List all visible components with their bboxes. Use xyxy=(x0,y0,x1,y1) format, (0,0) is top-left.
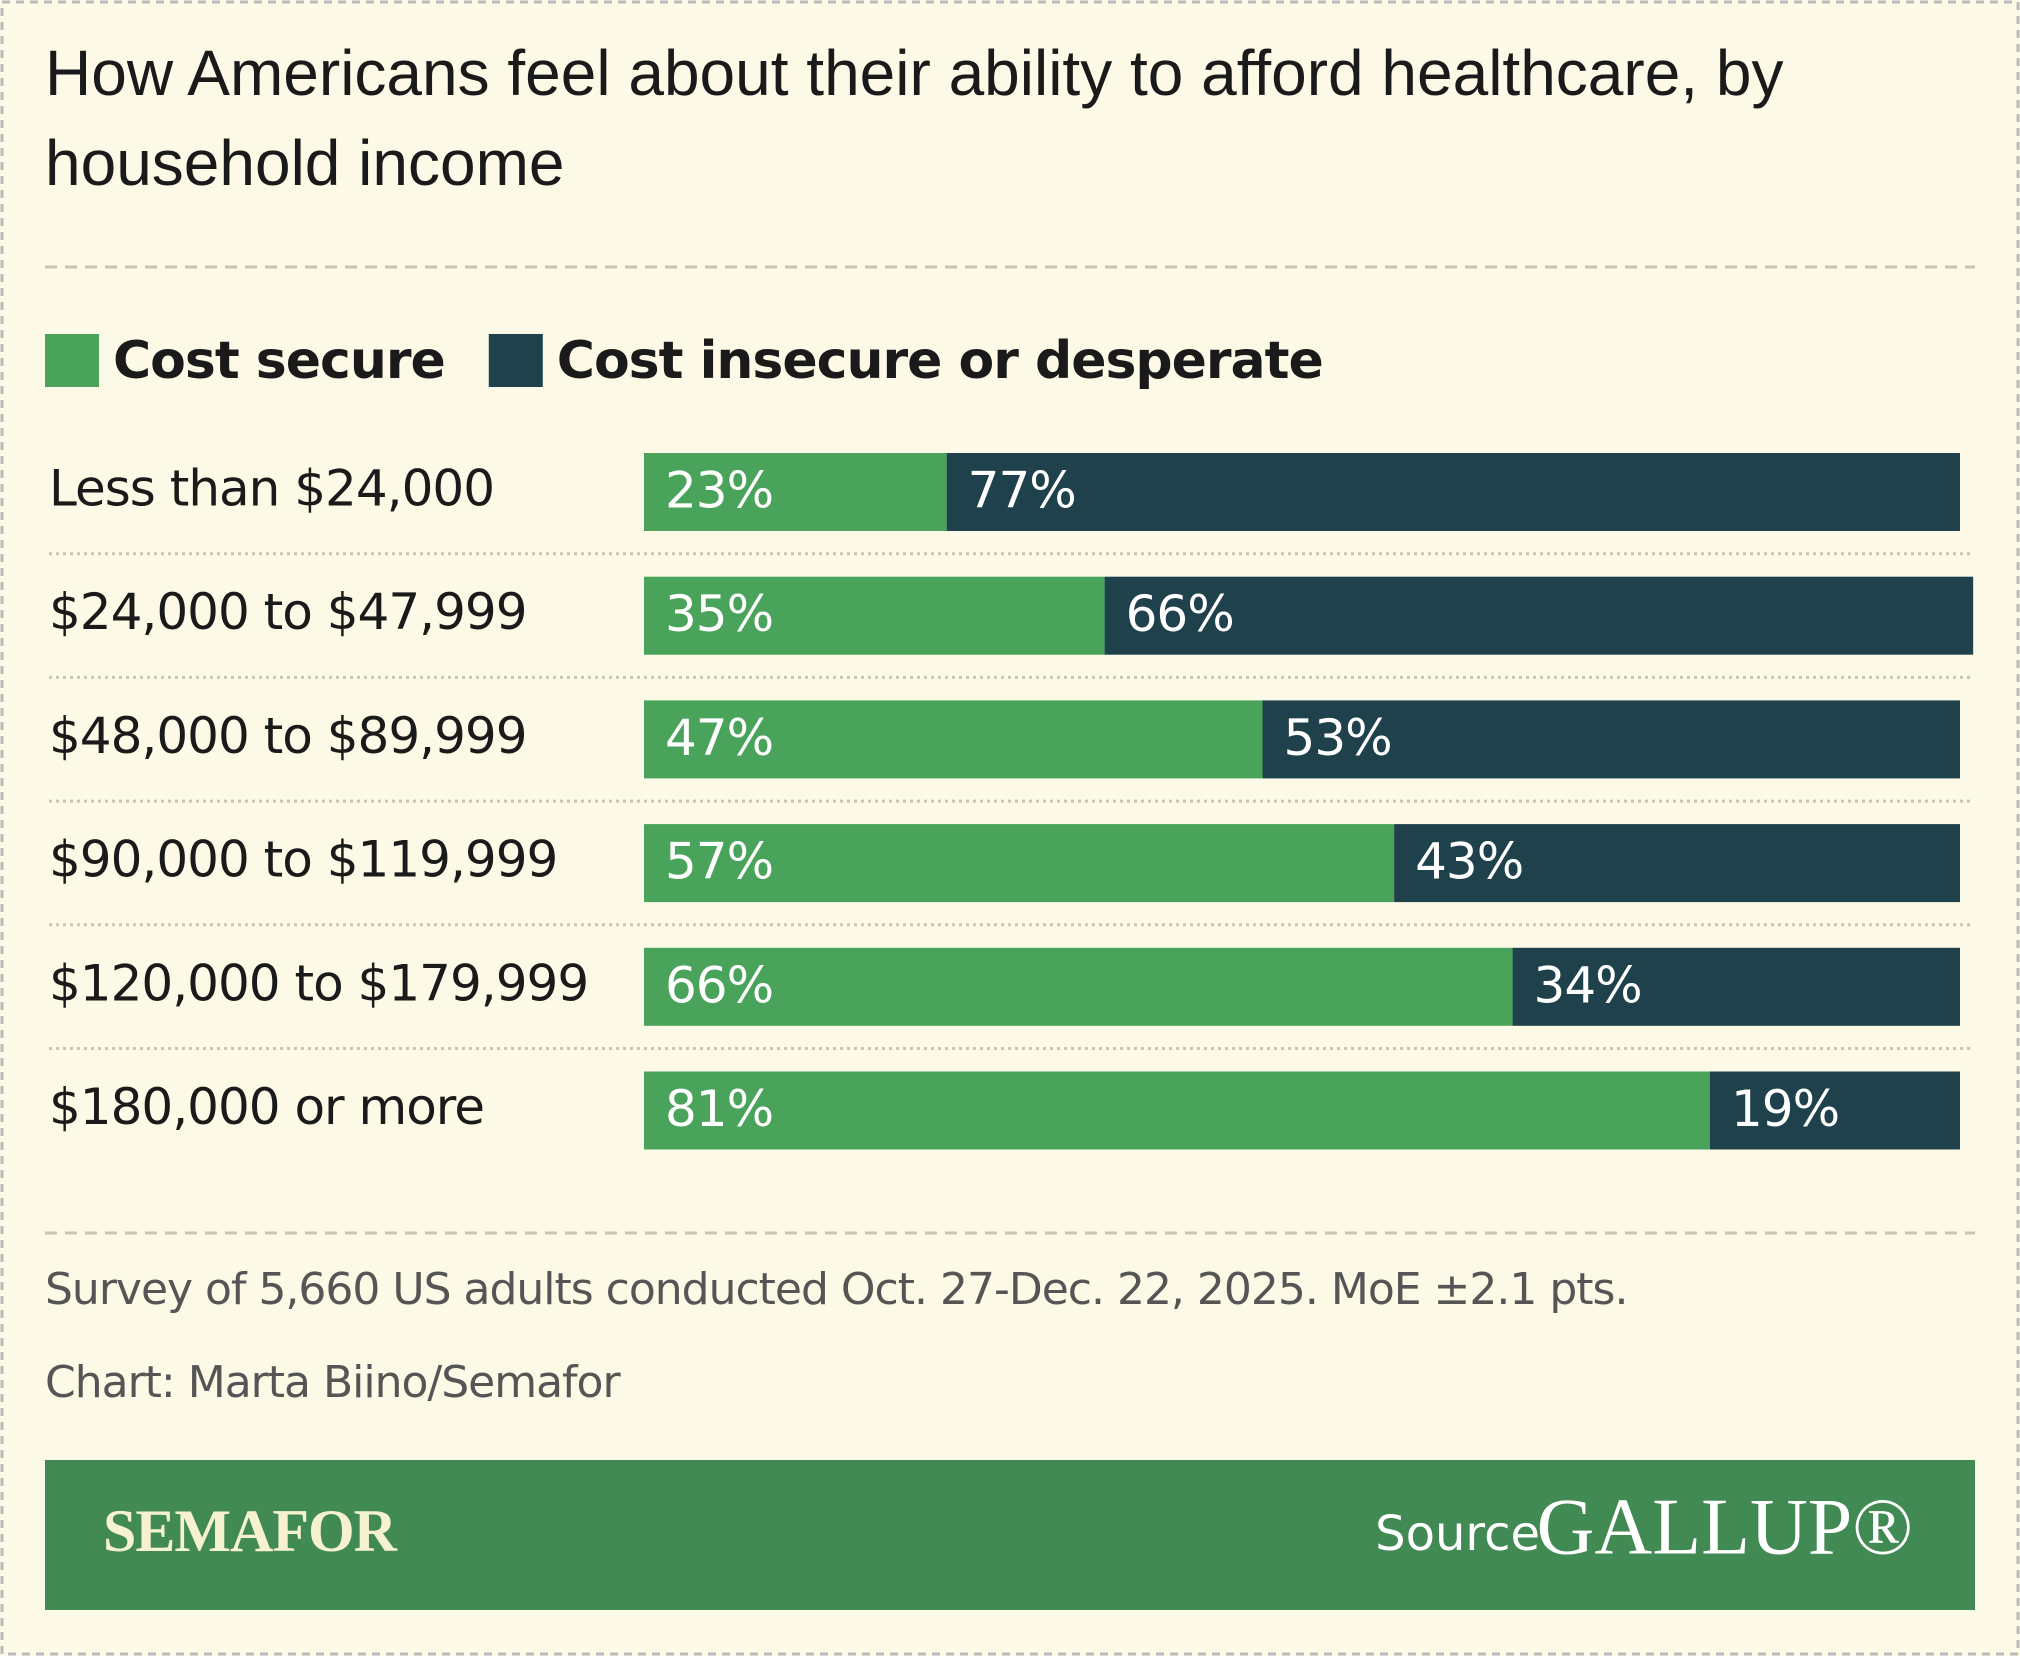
category-label: $120,000 to $179,999 xyxy=(49,954,588,1012)
category-label: $48,000 to $89,999 xyxy=(49,707,527,765)
category-label: Less than $24,000 xyxy=(49,460,494,518)
footer-bar xyxy=(45,1460,1975,1610)
bar-segment xyxy=(644,576,1105,655)
credit: Chart: Marta Biino/Semafor xyxy=(45,1357,621,1408)
bar-segment xyxy=(1262,700,1960,779)
category-label: $90,000 to $119,999 xyxy=(49,831,557,889)
legend-swatch xyxy=(488,334,543,387)
bar-segment xyxy=(644,700,1263,779)
legend-swatch xyxy=(45,334,99,387)
value-label: 57% xyxy=(665,833,773,891)
category-label: $24,000 to $47,999 xyxy=(49,583,527,641)
chart-title: How Americans feel about their ability t… xyxy=(45,37,1783,199)
bar-segment xyxy=(644,453,947,531)
bar-segment xyxy=(1512,947,1960,1026)
legend-label: Cost insecure or desperate xyxy=(557,331,1323,391)
value-label: 34% xyxy=(1534,956,1642,1014)
value-label: 66% xyxy=(665,956,773,1014)
value-label: 23% xyxy=(665,462,773,520)
value-label: 66% xyxy=(1126,585,1234,643)
source-label: Source xyxy=(1375,1506,1540,1562)
note: Survey of 5,660 US adults conducted Oct.… xyxy=(45,1264,1627,1315)
value-label: 47% xyxy=(665,709,773,767)
bar-segment xyxy=(644,1071,1710,1150)
bar-segment xyxy=(644,947,1513,1026)
legend-label: Cost secure xyxy=(113,331,445,391)
category-label: $180,000 or more xyxy=(49,1078,484,1136)
value-label: 19% xyxy=(1731,1080,1839,1138)
bar-segment xyxy=(1709,1071,1960,1150)
value-label: 35% xyxy=(665,585,773,643)
bar-segment xyxy=(644,824,1395,903)
value-label: 77% xyxy=(968,462,1076,520)
brand: SEMAFOR xyxy=(103,1498,398,1564)
source-logo: GALLUP® xyxy=(1537,1483,1913,1571)
bar-segment xyxy=(946,453,1960,531)
value-label: 43% xyxy=(1415,833,1523,891)
value-label: 53% xyxy=(1284,709,1392,767)
value-label: 81% xyxy=(665,1080,773,1138)
bar-segment xyxy=(1104,576,1974,655)
bar-segment xyxy=(1394,824,1960,903)
